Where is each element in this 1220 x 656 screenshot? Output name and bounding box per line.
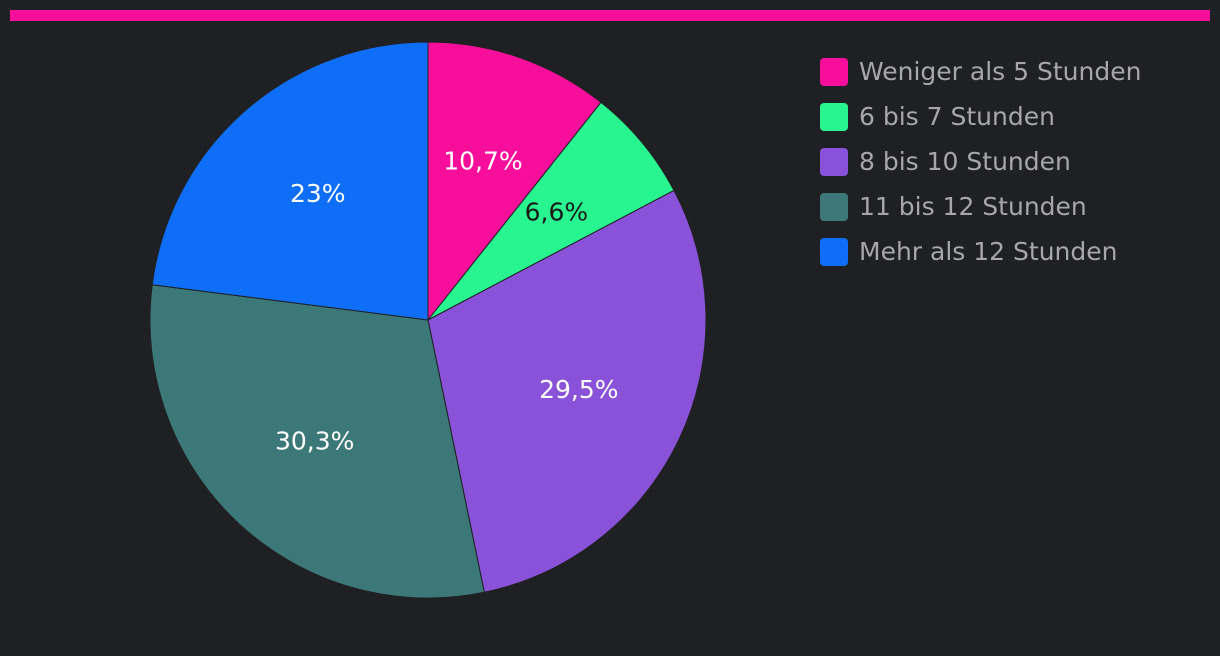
- pie-data-label-11-bis-12-stunden: 30,3%: [275, 426, 354, 455]
- legend-item[interactable]: 8 bis 10 Stunden: [820, 139, 1141, 184]
- pie-slice-weniger-als-5-stunden[interactable]: [427, 41, 602, 322]
- legend-item[interactable]: 6 bis 7 Stunden: [820, 94, 1141, 139]
- pie-data-label-6-bis-7-stunden: 6,6%: [525, 198, 589, 227]
- legend-label: Weniger als 5 Stunden: [859, 57, 1142, 86]
- legend-item[interactable]: Mehr als 12 Stunden: [820, 229, 1141, 274]
- legend-swatch: [820, 237, 848, 266]
- legend-label: 11 bis 12 Stunden: [859, 192, 1087, 221]
- legend-label: 8 bis 10 Stunden: [859, 147, 1071, 176]
- pie-slice-11-bis-12-stunden[interactable]: [149, 284, 485, 599]
- legend-item[interactable]: Weniger als 5 Stunden: [820, 49, 1141, 94]
- pie-slice-8-bis-10-stunden[interactable]: [427, 189, 707, 593]
- pie-slices: [149, 41, 707, 599]
- pie-data-label-mehr-als-12-stunden: 23%: [290, 179, 346, 208]
- pie-data-label-8-bis-10-stunden: 29,5%: [539, 375, 618, 404]
- pie-labels: 10,7%6,6% 29,5% 30,3% 23%: [275, 147, 619, 456]
- legend-swatch: [820, 102, 848, 131]
- legend-swatch: [820, 147, 848, 176]
- pie-slice-6-bis-7-stunden[interactable]: [427, 101, 675, 321]
- accent-bar: [10, 10, 1210, 21]
- legend-swatch: [820, 57, 848, 86]
- pie-slice-mehr-als-12-stunden[interactable]: [151, 41, 429, 321]
- legend-label: 6 bis 7 Stunden: [859, 102, 1055, 131]
- legend-swatch: [820, 192, 848, 221]
- pie-data-label-weniger-als-5-stunden: 10,7%: [443, 147, 522, 176]
- legend-item[interactable]: 11 bis 12 Stunden: [820, 184, 1141, 229]
- legend-label: Mehr als 12 Stunden: [859, 237, 1118, 266]
- chart-legend: Weniger als 5 Stunden 6 bis 7 Stunden 8 …: [820, 49, 1141, 274]
